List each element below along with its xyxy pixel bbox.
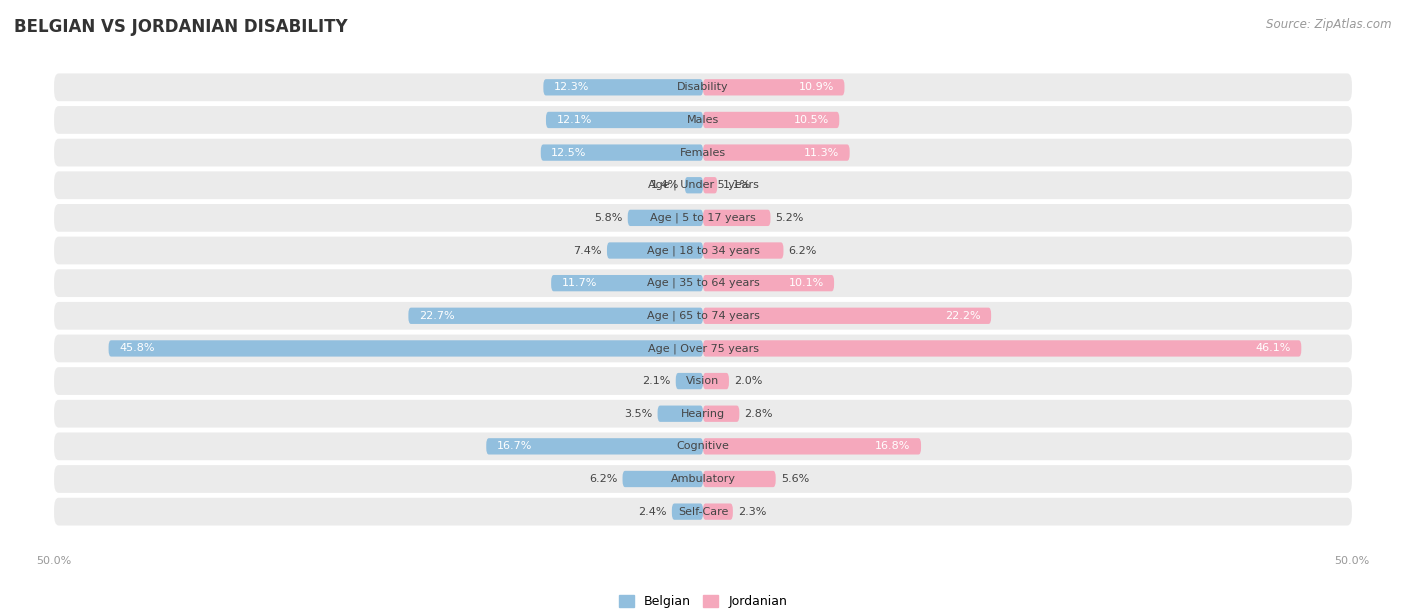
FancyBboxPatch shape [676,373,703,389]
Text: Hearing: Hearing [681,409,725,419]
FancyBboxPatch shape [53,106,1353,134]
FancyBboxPatch shape [53,237,1353,264]
Text: 46.1%: 46.1% [1256,343,1291,354]
Text: 45.8%: 45.8% [120,343,155,354]
FancyBboxPatch shape [408,308,703,324]
Text: 3.5%: 3.5% [624,409,652,419]
Text: Age | 35 to 64 years: Age | 35 to 64 years [647,278,759,288]
Text: Disability: Disability [678,82,728,92]
Text: 2.0%: 2.0% [734,376,762,386]
FancyBboxPatch shape [703,79,845,95]
FancyBboxPatch shape [546,112,703,128]
FancyBboxPatch shape [53,269,1353,297]
FancyBboxPatch shape [703,438,921,455]
Text: 10.1%: 10.1% [789,278,824,288]
Text: 22.2%: 22.2% [945,311,981,321]
FancyBboxPatch shape [53,433,1353,460]
FancyBboxPatch shape [53,171,1353,199]
Text: Females: Females [681,147,725,158]
Text: 6.2%: 6.2% [789,245,817,256]
Text: Ambulatory: Ambulatory [671,474,735,484]
Text: 1.4%: 1.4% [651,180,679,190]
FancyBboxPatch shape [53,335,1353,362]
Text: 12.5%: 12.5% [551,147,586,158]
Text: 22.7%: 22.7% [419,311,454,321]
Text: Age | 18 to 34 years: Age | 18 to 34 years [647,245,759,256]
Text: Self-Care: Self-Care [678,507,728,517]
FancyBboxPatch shape [672,504,703,520]
FancyBboxPatch shape [703,177,717,193]
FancyBboxPatch shape [627,210,703,226]
FancyBboxPatch shape [703,144,849,161]
Text: 5.8%: 5.8% [595,213,623,223]
FancyBboxPatch shape [685,177,703,193]
FancyBboxPatch shape [703,406,740,422]
Text: 5.2%: 5.2% [776,213,804,223]
FancyBboxPatch shape [703,308,991,324]
Text: Age | Over 75 years: Age | Over 75 years [648,343,758,354]
Text: 10.5%: 10.5% [793,115,830,125]
Text: 16.8%: 16.8% [876,441,911,452]
Text: 16.7%: 16.7% [496,441,531,452]
Text: 7.4%: 7.4% [574,245,602,256]
FancyBboxPatch shape [607,242,703,259]
FancyBboxPatch shape [108,340,703,357]
FancyBboxPatch shape [703,242,783,259]
Text: Source: ZipAtlas.com: Source: ZipAtlas.com [1267,18,1392,31]
FancyBboxPatch shape [703,275,834,291]
FancyBboxPatch shape [53,498,1353,526]
Text: Age | Under 5 years: Age | Under 5 years [648,180,758,190]
Text: Cognitive: Cognitive [676,441,730,452]
Legend: Belgian, Jordanian: Belgian, Jordanian [619,595,787,608]
Text: Age | 5 to 17 years: Age | 5 to 17 years [650,212,756,223]
Text: 6.2%: 6.2% [589,474,617,484]
FancyBboxPatch shape [703,471,776,487]
Text: 2.8%: 2.8% [745,409,773,419]
FancyBboxPatch shape [53,400,1353,428]
FancyBboxPatch shape [53,73,1353,101]
FancyBboxPatch shape [541,144,703,161]
Text: 2.3%: 2.3% [738,507,766,517]
Text: 11.7%: 11.7% [561,278,598,288]
FancyBboxPatch shape [53,465,1353,493]
Text: Age | 65 to 74 years: Age | 65 to 74 years [647,310,759,321]
FancyBboxPatch shape [658,406,703,422]
FancyBboxPatch shape [703,504,733,520]
Text: BELGIAN VS JORDANIAN DISABILITY: BELGIAN VS JORDANIAN DISABILITY [14,18,347,36]
Text: 12.3%: 12.3% [554,82,589,92]
FancyBboxPatch shape [543,79,703,95]
Text: 11.3%: 11.3% [804,147,839,158]
Text: Vision: Vision [686,376,720,386]
FancyBboxPatch shape [703,373,728,389]
Text: 10.9%: 10.9% [799,82,834,92]
Text: 2.1%: 2.1% [643,376,671,386]
FancyBboxPatch shape [551,275,703,291]
FancyBboxPatch shape [703,340,1302,357]
FancyBboxPatch shape [623,471,703,487]
Text: 5.6%: 5.6% [780,474,808,484]
FancyBboxPatch shape [53,367,1353,395]
FancyBboxPatch shape [53,139,1353,166]
Text: 12.1%: 12.1% [557,115,592,125]
FancyBboxPatch shape [486,438,703,455]
FancyBboxPatch shape [53,204,1353,232]
FancyBboxPatch shape [53,302,1353,330]
FancyBboxPatch shape [703,210,770,226]
Text: Males: Males [688,115,718,125]
FancyBboxPatch shape [703,112,839,128]
Text: 1.1%: 1.1% [723,180,751,190]
Text: 2.4%: 2.4% [638,507,666,517]
